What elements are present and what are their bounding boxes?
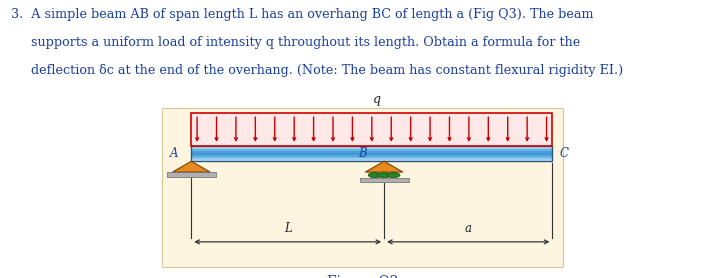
Circle shape — [387, 173, 400, 178]
Bar — [191, 113, 552, 146]
Bar — [162, 108, 563, 267]
Text: B: B — [358, 147, 367, 160]
Bar — [191, 160, 552, 161]
Text: a: a — [465, 222, 471, 235]
Bar — [191, 151, 552, 153]
Bar — [191, 155, 552, 156]
Bar — [191, 153, 552, 155]
Text: L: L — [284, 222, 292, 235]
Bar — [191, 156, 552, 158]
Text: C: C — [560, 147, 568, 160]
Circle shape — [378, 173, 391, 178]
Bar — [360, 178, 409, 182]
Bar — [191, 148, 552, 149]
Bar — [191, 146, 552, 148]
Bar — [191, 158, 552, 160]
Text: Figure Q2: Figure Q2 — [327, 275, 399, 278]
Circle shape — [368, 173, 381, 178]
Text: supports a uniform load of intensity q throughout its length. Obtain a formula f: supports a uniform load of intensity q t… — [11, 36, 580, 49]
Polygon shape — [173, 161, 210, 172]
Text: 3.  A simple beam AB of span length L has an overhang BC of length a (Fig Q3). T: 3. A simple beam AB of span length L has… — [11, 8, 593, 21]
Bar — [191, 149, 552, 151]
Polygon shape — [365, 161, 403, 172]
Text: A: A — [170, 147, 178, 160]
Text: deflection δc at the end of the overhang. (Note: The beam has constant flexural : deflection δc at the end of the overhang… — [11, 64, 623, 77]
Text: q: q — [373, 93, 381, 106]
Bar — [191, 146, 552, 161]
Bar — [167, 172, 216, 177]
